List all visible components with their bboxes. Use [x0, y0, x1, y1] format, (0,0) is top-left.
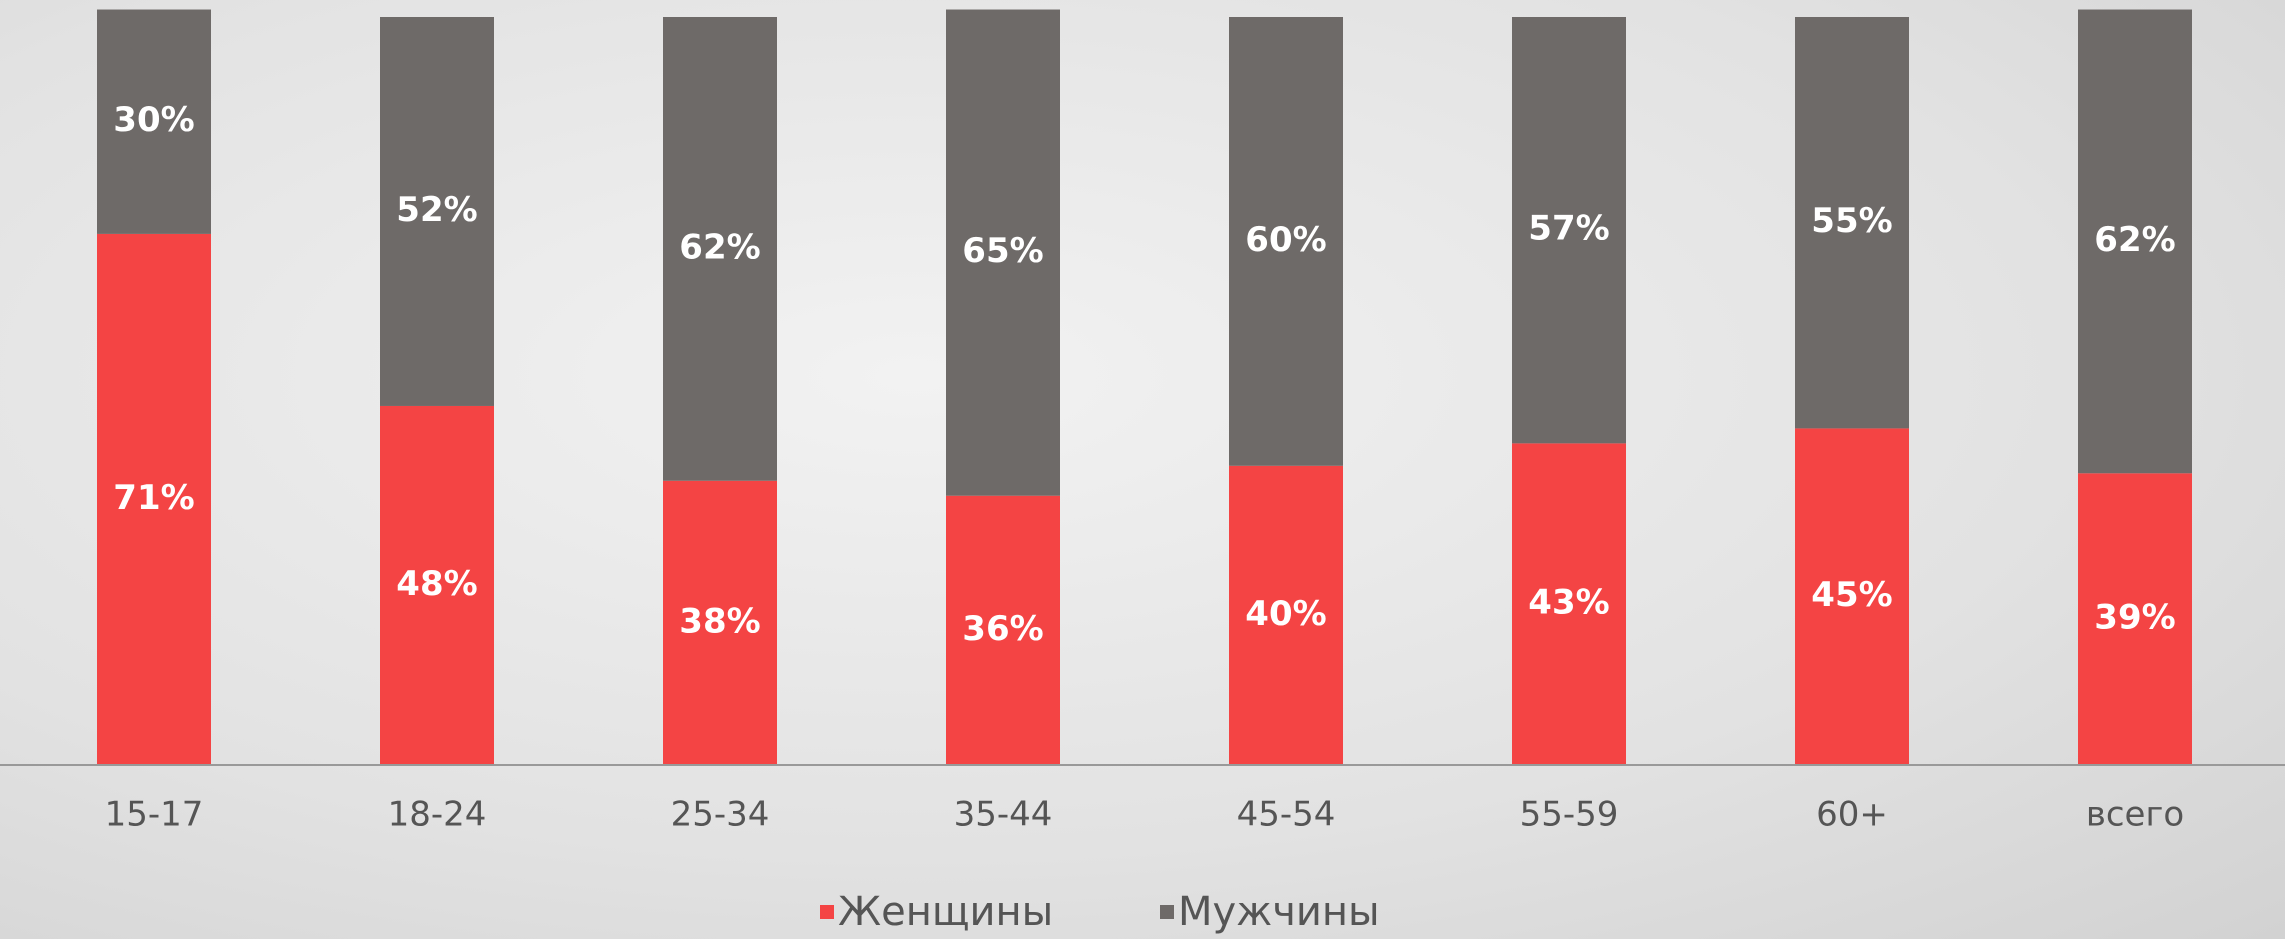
legend-marker [1160, 905, 1174, 919]
bar-segment [1512, 443, 1626, 765]
legend-label: Женщины [838, 889, 1053, 935]
value-label: 38% [679, 601, 760, 641]
value-label: 43% [1528, 583, 1609, 623]
value-label: 62% [2094, 220, 2175, 260]
bar-segment [663, 480, 777, 765]
bar-segment [380, 405, 494, 765]
legend-label: Мужчины [1178, 889, 1380, 935]
x-tick-label: 25-34 [671, 795, 770, 835]
bar-segment [2078, 9, 2192, 474]
bar-segment [1512, 17, 1626, 444]
bar-segment [663, 17, 777, 481]
value-label: 45% [1811, 575, 1892, 615]
x-tick-label: 55-59 [1520, 795, 1619, 835]
x-tick-label: 35-44 [954, 795, 1053, 835]
value-label: 36% [962, 609, 1043, 649]
value-label: 48% [396, 564, 477, 604]
value-label: 52% [396, 190, 477, 230]
value-label: 71% [113, 478, 194, 518]
bar-segment [97, 9, 211, 234]
bar-segment [97, 233, 211, 766]
value-label: 62% [679, 227, 760, 267]
bar-segment [946, 9, 1060, 496]
x-tick-label: 45-54 [1237, 795, 1336, 835]
value-label: 57% [1528, 209, 1609, 249]
x-tick-label: всего [2086, 795, 2184, 835]
value-label: 40% [1245, 594, 1326, 634]
x-tick-label: 15-17 [105, 795, 204, 835]
bar-segment [1229, 17, 1343, 466]
x-tick-label: 18-24 [388, 795, 487, 835]
bar-segment [1795, 17, 1909, 429]
value-label: 30% [113, 100, 194, 140]
value-label: 65% [962, 231, 1043, 271]
bar-segment [1795, 428, 1909, 765]
value-label: 60% [1245, 220, 1326, 260]
x-tick-label: 60+ [1816, 795, 1888, 835]
bar-segment [2078, 473, 2192, 765]
bar-segment [946, 495, 1060, 765]
bar-segment [380, 17, 494, 406]
value-label: 55% [1811, 201, 1892, 241]
value-label: 39% [2094, 598, 2175, 638]
legend-marker [820, 905, 834, 919]
bar-segment [1229, 465, 1343, 765]
